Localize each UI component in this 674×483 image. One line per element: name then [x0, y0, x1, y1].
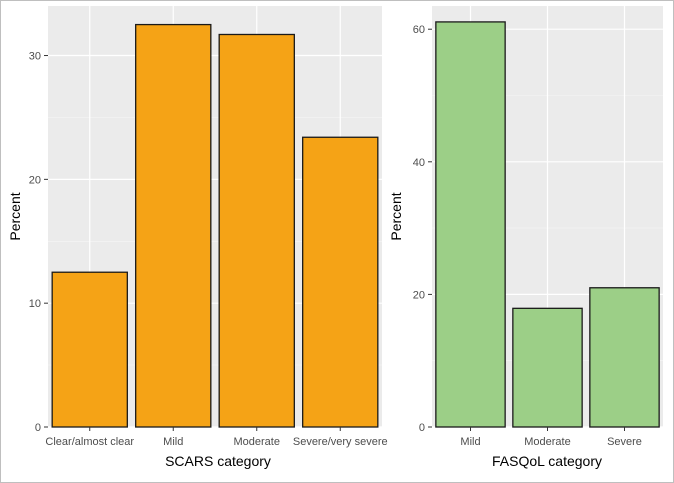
fasqol-y-axis-title: Percent — [388, 192, 404, 240]
scars-x-tick-label: Clear/almost clear — [45, 436, 134, 448]
fasqol-x-axis-title: FASQoL category — [492, 453, 602, 469]
fasqol-y-tick-label: 60 — [413, 24, 425, 36]
fasqol-x-tick-label: Moderate — [524, 436, 570, 448]
fasqol-y-tick-label: 40 — [413, 157, 425, 169]
scars-bar — [218, 33, 295, 428]
fasqol-x-tick-label: Severe — [607, 436, 642, 448]
fasqol-bar — [435, 21, 506, 428]
fasqol-bar — [512, 307, 583, 428]
scars-y-tick-label: 0 — [35, 422, 41, 434]
fasqol-bar — [589, 287, 660, 428]
scars-y-tick-label: 30 — [29, 51, 41, 63]
fasqol-y-tick-label: 20 — [413, 289, 425, 301]
fasqol-bar-chart: 0 20 40 60 Mild Moderate Severe FASQoL category… — [388, 6, 663, 469]
scars-y-tick-label: 10 — [29, 298, 41, 310]
scars-y-axis-title: Percent — [7, 192, 23, 240]
fasqol-y-tick-label: 0 — [419, 422, 425, 434]
scars-bar — [135, 23, 212, 428]
scars-x-tick-label: Moderate — [234, 436, 280, 448]
scars-x-tick-label: Severe/very severe — [293, 436, 388, 448]
scars-x-tick-label: Mild — [163, 436, 183, 448]
scars-bar-chart: 0 10 20 30 Clear/almost clear Mild Moderate Sev… — [7, 6, 388, 469]
scars-bar — [51, 271, 128, 428]
scars-x-axis-title: SCARS category — [165, 453, 271, 469]
scars-y-tick-label: 20 — [29, 174, 41, 186]
fasqol-x-tick-label: Mild — [460, 436, 480, 448]
scars-bar — [302, 136, 379, 428]
